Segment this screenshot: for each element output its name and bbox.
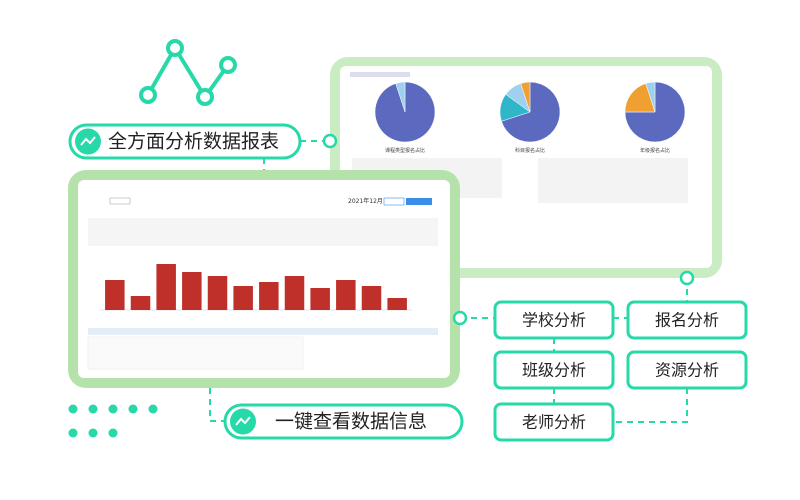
bar xyxy=(387,298,407,310)
button-box xyxy=(493,350,615,390)
pie-slice xyxy=(501,81,561,143)
bar xyxy=(284,276,305,310)
pie-slice xyxy=(624,83,656,113)
pie-slice xyxy=(645,81,656,113)
button-label: 报名分析 xyxy=(655,311,719,330)
bar xyxy=(105,280,125,310)
label-text: 全方面分析数据报表 xyxy=(108,131,279,153)
deco-points xyxy=(139,39,237,106)
bar xyxy=(182,272,202,310)
node xyxy=(322,133,338,149)
button-box xyxy=(493,300,615,340)
analysis-button[interactable]: 报名分析 xyxy=(626,300,748,340)
button-box xyxy=(626,350,748,390)
pie-title: 年级报名占比 xyxy=(640,147,670,154)
analysis-button[interactable]: 资源分析 xyxy=(626,350,748,390)
node xyxy=(452,310,468,326)
bar xyxy=(233,286,253,310)
label-bottom: 一键查看数据信息 xyxy=(223,403,464,440)
mini-table xyxy=(87,328,438,370)
node xyxy=(679,270,695,286)
bar xyxy=(361,286,382,310)
pie-slice xyxy=(395,81,406,113)
button-label: 资源分析 xyxy=(655,361,719,380)
button-label: 学校分析 xyxy=(522,311,586,330)
pie-title: 科目报名占比 xyxy=(515,147,545,154)
bar xyxy=(156,264,176,310)
deco-dots xyxy=(68,404,158,438)
bar xyxy=(310,288,330,310)
bar xyxy=(259,282,279,310)
analysis-button[interactable]: 学校分析 xyxy=(493,300,615,340)
bar xyxy=(336,280,356,310)
button-box xyxy=(493,402,615,442)
pie-slice xyxy=(624,81,686,143)
date: 2021年12月 xyxy=(348,197,383,205)
analysis-button[interactable]: 班级分析 xyxy=(493,350,615,390)
label-text: 一键查看数据信息 xyxy=(275,411,427,433)
bar xyxy=(207,276,228,310)
button-label: 班级分析 xyxy=(522,361,586,380)
analysis-button[interactable]: 老师分析 xyxy=(493,402,615,442)
dashboard-header: 2021年12月 xyxy=(88,197,438,246)
button-label: 老师分析 xyxy=(522,413,586,432)
label-top: 全方面分析数据报表 xyxy=(68,123,302,160)
button-box xyxy=(626,300,748,340)
deco-line xyxy=(146,44,230,101)
pie-title: 课程类型报名占比 xyxy=(385,147,425,154)
bar xyxy=(130,296,151,310)
pie-slice xyxy=(520,81,531,113)
